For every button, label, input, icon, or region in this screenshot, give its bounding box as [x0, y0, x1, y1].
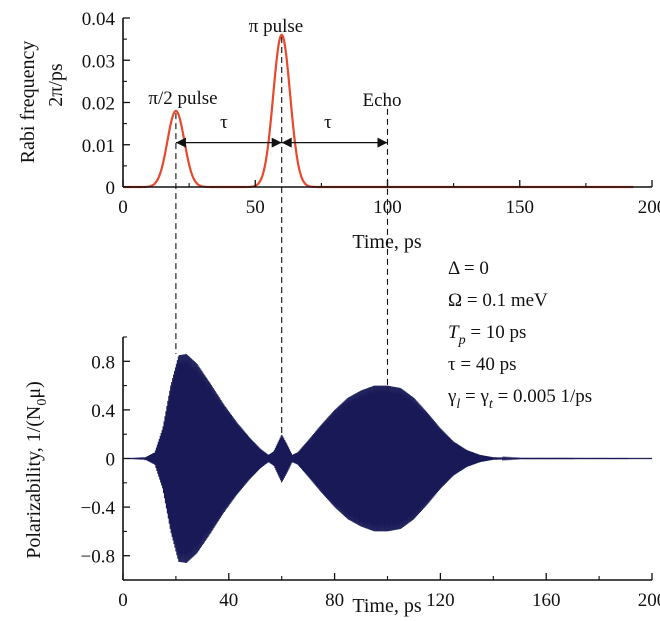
- pulse1-annotation: π/2 pulse: [148, 88, 217, 109]
- bottom-x-tick-label: 120: [426, 590, 455, 611]
- bottom-y-tick-label: 0: [106, 450, 116, 471]
- param-tau: τ = 40 ps: [448, 354, 517, 375]
- simulation-parameters: Δ = 0 Ω = 0.1 meV Tp = 10 ps τ = 40 ps γ…: [447, 258, 592, 412]
- top-y-tick-label: 0.01: [82, 136, 115, 157]
- top-y-tick-label: 0.04: [82, 9, 116, 30]
- top-y-axis-label-line2: 2π/ps: [45, 63, 67, 107]
- param-delta: Δ = 0: [448, 258, 489, 279]
- polarizability-chart: 0 40 80 120 160 200 −0.8 −0.4 0 0.4 0.8 Time, ps P…: [23, 258, 660, 617]
- top-y-tick-label: 0.03: [82, 51, 115, 72]
- top-x-tick-label: 150: [506, 197, 535, 218]
- tau-arrows: [175, 137, 388, 148]
- tau-arrow-1-head-left: [175, 137, 186, 148]
- tau-arrow-1-head-right: [271, 137, 282, 148]
- rabi-frequency-chart: 05010015020000.010.020.030.04 Time, ps R…: [17, 9, 660, 253]
- top-x-tick-label: 200: [638, 197, 660, 218]
- tau1-label: τ: [220, 112, 228, 133]
- time-markers: [175, 37, 389, 435]
- top-x-tick-label: 0: [118, 197, 128, 218]
- tau-arrow-2-head-left: [281, 137, 292, 148]
- bottom-x-axis-label: Time, ps: [352, 595, 422, 617]
- pulse2-annotation: π pulse: [249, 16, 303, 37]
- bottom-x-tick-label: 80: [325, 590, 344, 611]
- top-x-tick-label: 100: [373, 197, 402, 218]
- bottom-y-tick-label: −0.4: [81, 498, 116, 519]
- top-y-axis-label-line1: Rabi frequency: [17, 41, 39, 164]
- polarization-signal: [123, 354, 653, 563]
- echo-annotation: Echo: [362, 90, 401, 111]
- top-x-tick-label: 50: [246, 197, 265, 218]
- bottom-y-axis-label: Polarizability, 1/(N0μ): [23, 381, 50, 559]
- top-y-tick-label: 0: [106, 178, 116, 199]
- param-gamma: γl = γt = 0.005 1/ps: [447, 386, 592, 412]
- bottom-x-tick-label: 0: [118, 590, 128, 611]
- bottom-y-tick-label: 0.8: [91, 352, 115, 373]
- bottom-y-tick-label: 0.4: [91, 401, 115, 422]
- tau2-label: τ: [324, 112, 332, 133]
- param-omega: Ω = 0.1 meV: [448, 290, 548, 311]
- tau-arrow-2-head-right: [377, 137, 388, 148]
- top-y-tick-label: 0.02: [82, 94, 115, 115]
- param-tp: Tp = 10 ps: [448, 322, 526, 348]
- bottom-y-tick-label: −0.8: [81, 547, 115, 568]
- bottom-x-tick-label: 160: [532, 590, 561, 611]
- bottom-x-tick-label: 200: [638, 590, 660, 611]
- bottom-x-tick-label: 40: [219, 590, 238, 611]
